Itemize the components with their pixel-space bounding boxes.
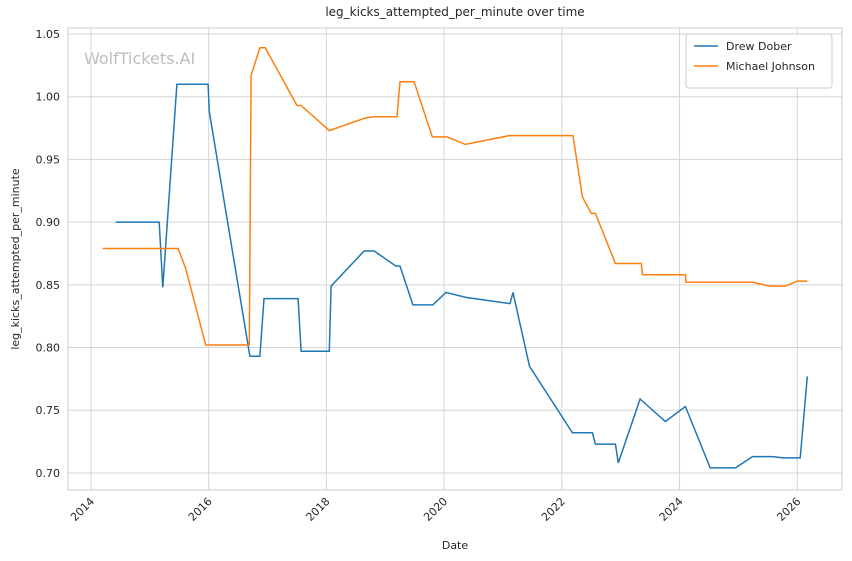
series-line — [115, 83, 809, 469]
x-tick-label: 2022 — [539, 495, 568, 524]
y-tick-label: 0.80 — [36, 342, 61, 355]
y-tick-label: 0.70 — [36, 467, 61, 480]
x-tick-label: 2024 — [657, 495, 686, 524]
y-tick-label: 0.95 — [36, 153, 61, 166]
x-tick-label: 2016 — [186, 495, 215, 524]
y-axis-label: leg_kicks_attempted_per_minute — [9, 168, 22, 350]
legend: Drew Dober Michael Johnson — [685, 33, 833, 89]
y-tick-label: 0.90 — [36, 216, 61, 229]
x-tick-label: 2014 — [68, 495, 97, 524]
x-tick-label: 2018 — [304, 495, 333, 524]
x-axis-label: Date — [442, 539, 469, 552]
legend-label: Michael Johnson — [726, 60, 815, 73]
series-line — [102, 47, 808, 346]
y-tick-label: 1.00 — [36, 91, 61, 104]
x-tick-label: 2020 — [421, 495, 450, 524]
chart-title: leg_kicks_attempted_per_minute over time — [325, 5, 584, 19]
y-tick-label: 1.05 — [36, 28, 61, 41]
legend-label: Drew Dober — [726, 40, 792, 53]
legend-box — [685, 33, 833, 89]
plot-area — [68, 28, 842, 490]
watermark: WolfTickets.AI — [84, 49, 195, 68]
y-tick-label: 0.85 — [36, 279, 61, 292]
plot-frame — [67, 27, 843, 491]
y-tick-label: 0.75 — [36, 404, 61, 417]
x-tick-label: 2026 — [774, 495, 803, 524]
